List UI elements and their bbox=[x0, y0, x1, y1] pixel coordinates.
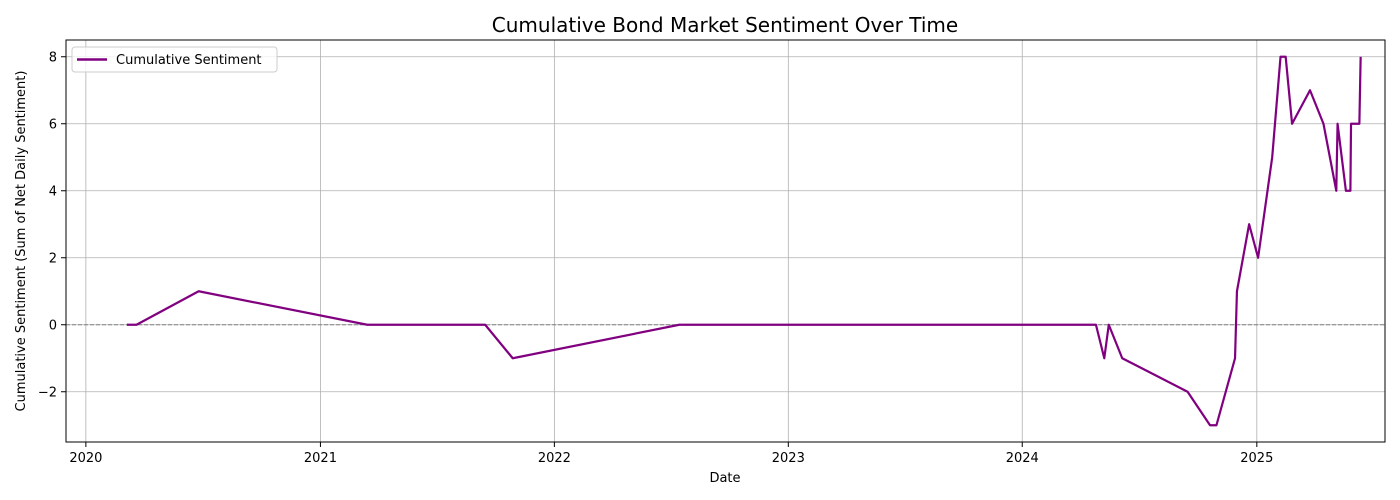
legend: Cumulative Sentiment bbox=[71, 46, 278, 73]
series-layer bbox=[126, 55, 1362, 427]
grid bbox=[66, 40, 1385, 442]
series-line-cumulative-sentiment bbox=[126, 55, 1362, 427]
y-tick-label: 2 bbox=[49, 251, 57, 266]
y-tick-label: 4 bbox=[49, 184, 57, 199]
y-tick-label: 0 bbox=[49, 318, 57, 333]
x-axis-label: Date bbox=[709, 471, 740, 486]
chart-title: Cumulative Bond Market Sentiment Over Ti… bbox=[492, 13, 958, 37]
plot-frame bbox=[65, 39, 1386, 443]
x-tick-label: 2020 bbox=[69, 451, 102, 466]
x-tick-label: 2022 bbox=[538, 451, 571, 466]
legend-label: Cumulative Sentiment bbox=[116, 53, 262, 68]
x-tick-label: 2024 bbox=[1006, 451, 1039, 466]
y-axis: −2 0 2 4 6 8 bbox=[38, 50, 66, 400]
x-tick-label: 2023 bbox=[772, 451, 805, 466]
y-axis-label: Cumulative Sentiment (Sum of Net Daily S… bbox=[14, 71, 29, 412]
y-tick-label: −2 bbox=[38, 385, 57, 400]
y-tick-label: 6 bbox=[49, 117, 57, 132]
y-tick-label: 8 bbox=[49, 50, 57, 65]
x-tick-label: 2025 bbox=[1240, 451, 1273, 466]
x-tick-label: 2021 bbox=[304, 451, 337, 466]
legend-box bbox=[71, 46, 278, 73]
x-axis: 2020 2021 2022 2023 2024 2025 bbox=[69, 442, 1273, 466]
